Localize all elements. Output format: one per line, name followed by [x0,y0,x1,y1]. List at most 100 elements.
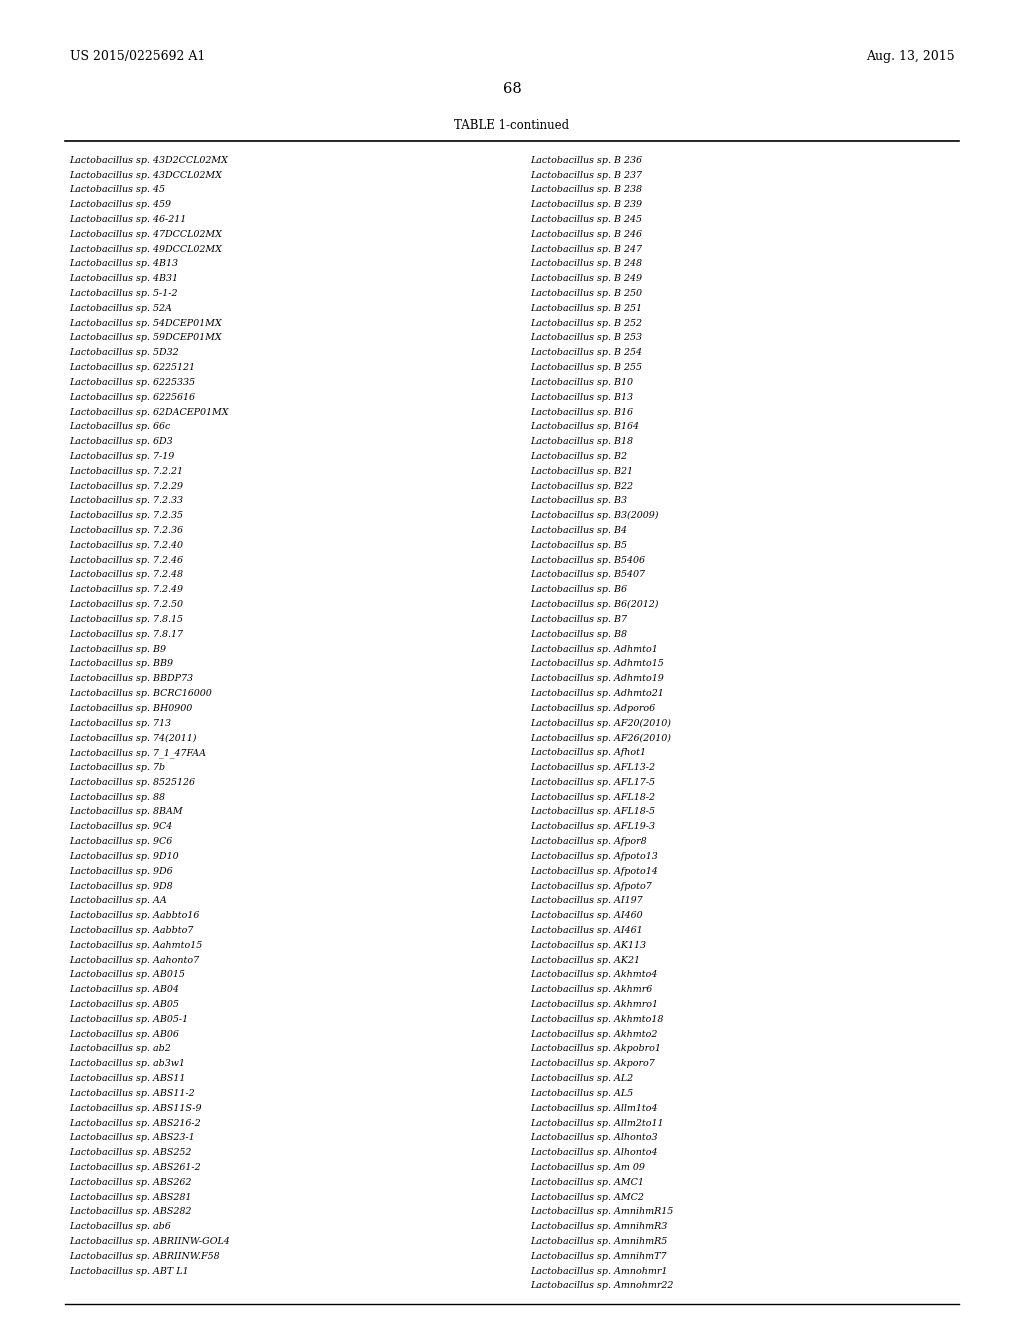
Text: Lactobacillus sp. B9: Lactobacillus sp. B9 [70,644,167,653]
Text: Lactobacillus sp. B6: Lactobacillus sp. B6 [530,585,628,594]
Text: Lactobacillus sp. 74(2011): Lactobacillus sp. 74(2011) [70,734,198,743]
Text: Lactobacillus sp. Afpor8: Lactobacillus sp. Afpor8 [530,837,647,846]
Text: Lactobacillus sp. B 250: Lactobacillus sp. B 250 [530,289,642,298]
Text: Lactobacillus sp. 7.2.36: Lactobacillus sp. 7.2.36 [70,527,183,535]
Text: Lactobacillus sp. 7_1_47FAA: Lactobacillus sp. 7_1_47FAA [70,748,207,758]
Text: Lactobacillus sp. 5-1-2: Lactobacillus sp. 5-1-2 [70,289,178,298]
Text: Lactobacillus sp. Alhonto3: Lactobacillus sp. Alhonto3 [530,1134,658,1142]
Text: Lactobacillus sp. AFL13-2: Lactobacillus sp. AFL13-2 [530,763,655,772]
Text: Lactobacillus sp. B 248: Lactobacillus sp. B 248 [530,260,642,268]
Text: Lactobacillus sp. AB04: Lactobacillus sp. AB04 [70,985,179,994]
Text: Lactobacillus sp. Afhot1: Lactobacillus sp. Afhot1 [530,748,646,758]
Text: Lactobacillus sp. 66c: Lactobacillus sp. 66c [70,422,171,432]
Text: Aug. 13, 2015: Aug. 13, 2015 [865,50,954,63]
Text: Lactobacillus sp. 459: Lactobacillus sp. 459 [70,201,172,209]
Text: Lactobacillus sp. Adhmto21: Lactobacillus sp. Adhmto21 [530,689,665,698]
Text: Lactobacillus sp. B3(2009): Lactobacillus sp. B3(2009) [530,511,658,520]
Text: Lactobacillus sp. 7.8.15: Lactobacillus sp. 7.8.15 [70,615,183,624]
Text: Lactobacillus sp. Amnohmr1: Lactobacillus sp. Amnohmr1 [530,1267,668,1275]
Text: Lactobacillus sp. B7: Lactobacillus sp. B7 [530,615,628,624]
Text: Lactobacillus sp. AL2: Lactobacillus sp. AL2 [530,1074,634,1084]
Text: Lactobacillus sp. AB05: Lactobacillus sp. AB05 [70,1001,179,1008]
Text: Lactobacillus sp. 46-211: Lactobacillus sp. 46-211 [70,215,187,224]
Text: Lactobacillus sp. B10: Lactobacillus sp. B10 [530,378,634,387]
Text: Lactobacillus sp. Adporo6: Lactobacillus sp. Adporo6 [530,704,655,713]
Text: Lactobacillus sp. 8525126: Lactobacillus sp. 8525126 [70,777,196,787]
Text: Lactobacillus sp. 5D32: Lactobacillus sp. 5D32 [70,348,179,358]
Text: Lactobacillus sp. B 255: Lactobacillus sp. B 255 [530,363,642,372]
Text: Lactobacillus sp. B 239: Lactobacillus sp. B 239 [530,201,642,209]
Text: Lactobacillus sp. B3: Lactobacillus sp. B3 [530,496,628,506]
Text: Lactobacillus sp. 9D8: Lactobacillus sp. 9D8 [70,882,173,891]
Text: Lactobacillus sp. Afpoto13: Lactobacillus sp. Afpoto13 [530,851,658,861]
Text: Lactobacillus sp. AmnihmR15: Lactobacillus sp. AmnihmR15 [530,1208,674,1216]
Text: Lactobacillus sp. 6225616: Lactobacillus sp. 6225616 [70,393,196,401]
Text: Lactobacillus sp. 7-19: Lactobacillus sp. 7-19 [70,451,175,461]
Text: Lactobacillus sp. 7.2.40: Lactobacillus sp. 7.2.40 [70,541,183,550]
Text: Lactobacillus sp. 4B13: Lactobacillus sp. 4B13 [70,260,178,268]
Text: Lactobacillus sp. ABS11-2: Lactobacillus sp. ABS11-2 [70,1089,196,1098]
Text: Lactobacillus sp. 6225335: Lactobacillus sp. 6225335 [70,378,196,387]
Text: Lactobacillus sp. AF26(2010): Lactobacillus sp. AF26(2010) [530,734,672,743]
Text: Lactobacillus sp. AFL18-5: Lactobacillus sp. AFL18-5 [530,808,655,817]
Text: Lactobacillus sp. AFL19-3: Lactobacillus sp. AFL19-3 [530,822,655,832]
Text: Lactobacillus sp. 7.2.50: Lactobacillus sp. 7.2.50 [70,601,183,609]
Text: Lactobacillus sp. ABS11: Lactobacillus sp. ABS11 [70,1074,186,1084]
Text: Lactobacillus sp. ABS23-1: Lactobacillus sp. ABS23-1 [70,1134,196,1142]
Text: Lactobacillus sp. ab3w1: Lactobacillus sp. ab3w1 [70,1059,185,1068]
Text: Lactobacillus sp. B 249: Lactobacillus sp. B 249 [530,275,642,284]
Text: Lactobacillus sp. 49DCCL02MX: Lactobacillus sp. 49DCCL02MX [70,244,222,253]
Text: Lactobacillus sp. ABS11S-9: Lactobacillus sp. ABS11S-9 [70,1104,202,1113]
Text: Lactobacillus sp. AmnihmT7: Lactobacillus sp. AmnihmT7 [530,1251,667,1261]
Text: 68: 68 [503,82,521,96]
Text: Lactobacillus sp. 9C6: Lactobacillus sp. 9C6 [70,837,173,846]
Text: Lactobacillus sp. B 254: Lactobacillus sp. B 254 [530,348,642,358]
Text: Lactobacillus sp. 45: Lactobacillus sp. 45 [70,185,166,194]
Text: Lactobacillus sp. 7.2.49: Lactobacillus sp. 7.2.49 [70,585,183,594]
Text: Lactobacillus sp. AI461: Lactobacillus sp. AI461 [530,925,643,935]
Text: Lactobacillus sp. B 238: Lactobacillus sp. B 238 [530,185,642,194]
Text: Lactobacillus sp. 43DCCL02MX: Lactobacillus sp. 43DCCL02MX [70,170,222,180]
Text: Lactobacillus sp. 7.2.46: Lactobacillus sp. 7.2.46 [70,556,183,565]
Text: Lactobacillus sp. AFL18-2: Lactobacillus sp. AFL18-2 [530,792,655,801]
Text: Lactobacillus sp. ABRIINW.F58: Lactobacillus sp. ABRIINW.F58 [70,1251,220,1261]
Text: Lactobacillus sp. BBDP73: Lactobacillus sp. BBDP73 [70,675,194,684]
Text: Lactobacillus sp. Aahmto15: Lactobacillus sp. Aahmto15 [70,941,203,950]
Text: Lactobacillus sp. 9D6: Lactobacillus sp. 9D6 [70,867,173,875]
Text: Lactobacillus sp. AA: Lactobacillus sp. AA [70,896,167,906]
Text: Lactobacillus sp. B8: Lactobacillus sp. B8 [530,630,628,639]
Text: Lactobacillus sp. Amnohmr22: Lactobacillus sp. Amnohmr22 [530,1282,674,1291]
Text: Lactobacillus sp. B 251: Lactobacillus sp. B 251 [530,304,642,313]
Text: Lactobacillus sp. B22: Lactobacillus sp. B22 [530,482,634,491]
Text: Lactobacillus sp. Alhonto4: Lactobacillus sp. Alhonto4 [530,1148,658,1158]
Text: Lactobacillus sp. Akhmro1: Lactobacillus sp. Akhmro1 [530,1001,658,1008]
Text: Lactobacillus sp. AI460: Lactobacillus sp. AI460 [530,911,643,920]
Text: Lactobacillus sp. 7.2.33: Lactobacillus sp. 7.2.33 [70,496,183,506]
Text: Lactobacillus sp. Aahonto7: Lactobacillus sp. Aahonto7 [70,956,200,965]
Text: Lactobacillus sp. 7b: Lactobacillus sp. 7b [70,763,166,772]
Text: Lactobacillus sp. AF20(2010): Lactobacillus sp. AF20(2010) [530,718,672,727]
Text: Lactobacillus sp. ABS252: Lactobacillus sp. ABS252 [70,1148,193,1158]
Text: Lactobacillus sp. AMC2: Lactobacillus sp. AMC2 [530,1192,644,1201]
Text: Lactobacillus sp. Akhmr6: Lactobacillus sp. Akhmr6 [530,985,652,994]
Text: Lactobacillus sp. 7.2.21: Lactobacillus sp. 7.2.21 [70,467,183,475]
Text: Lactobacillus sp. ab6: Lactobacillus sp. ab6 [70,1222,171,1232]
Text: Lactobacillus sp. B6(2012): Lactobacillus sp. B6(2012) [530,601,658,610]
Text: Lactobacillus sp. Akporo7: Lactobacillus sp. Akporo7 [530,1059,655,1068]
Text: Lactobacillus sp. B 252: Lactobacillus sp. B 252 [530,318,642,327]
Text: Lactobacillus sp. Akhmto2: Lactobacillus sp. Akhmto2 [530,1030,657,1039]
Text: Lactobacillus sp. Afpoto7: Lactobacillus sp. Afpoto7 [530,882,652,891]
Text: Lactobacillus sp. AmnihmR3: Lactobacillus sp. AmnihmR3 [530,1222,668,1232]
Text: Lactobacillus sp. AB015: Lactobacillus sp. AB015 [70,970,185,979]
Text: Lactobacillus sp. 6225121: Lactobacillus sp. 6225121 [70,363,196,372]
Text: Lactobacillus sp. Aabbto7: Lactobacillus sp. Aabbto7 [70,925,194,935]
Text: Lactobacillus sp. ABS281: Lactobacillus sp. ABS281 [70,1192,193,1201]
Text: Lactobacillus sp. 713: Lactobacillus sp. 713 [70,718,172,727]
Text: Lactobacillus sp. B5406: Lactobacillus sp. B5406 [530,556,645,565]
Text: TABLE 1-continued: TABLE 1-continued [455,119,569,132]
Text: Lactobacillus sp. ABS282: Lactobacillus sp. ABS282 [70,1208,193,1216]
Text: Lactobacillus sp. 4B31: Lactobacillus sp. 4B31 [70,275,178,284]
Text: Lactobacillus sp. B 236: Lactobacillus sp. B 236 [530,156,642,165]
Text: Lactobacillus sp. 6D3: Lactobacillus sp. 6D3 [70,437,173,446]
Text: Lactobacillus sp. 7.8.17: Lactobacillus sp. 7.8.17 [70,630,183,639]
